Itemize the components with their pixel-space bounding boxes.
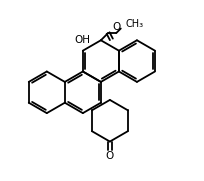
Text: O: O — [106, 151, 114, 161]
Text: CH₃: CH₃ — [125, 18, 143, 28]
Text: O: O — [112, 22, 120, 32]
Text: OH: OH — [74, 35, 90, 45]
